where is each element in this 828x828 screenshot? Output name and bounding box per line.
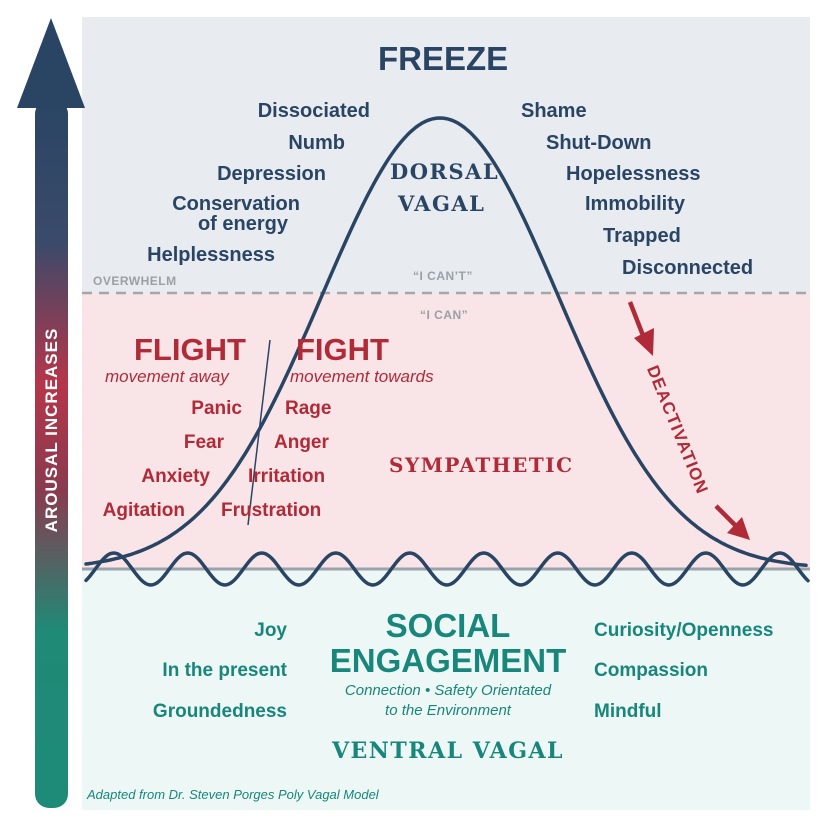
i-can-label: “I CAN” [420, 308, 469, 322]
social-title-line1: SOCIAL [385, 607, 511, 644]
flight-subtitle: movement away [105, 367, 229, 386]
arousal-label: AROUSAL INCREASES [42, 327, 61, 533]
overwhelm-label: OVERWHELM [93, 274, 177, 288]
ventral-right-mindful: Mindful [594, 701, 662, 722]
fight-item-anger: Anger [274, 432, 329, 453]
fight-title: FIGHT [296, 332, 389, 367]
flight-item-agitation: Agitation [102, 500, 185, 521]
ventral-zone [82, 569, 810, 810]
dorsal-label-line1: DORSAL [390, 159, 500, 184]
flight-item-anxiety: Anxiety [141, 466, 210, 487]
ventral-right-compassion: Compassion [594, 660, 709, 681]
ventral-left-present: In the present [162, 660, 287, 681]
freeze-zone [82, 17, 810, 293]
i-cant-label: “I CAN’T” [413, 269, 473, 283]
freeze-left-numb: Numb [288, 132, 345, 154]
social-title-line2: ENGAGEMENT [329, 642, 567, 679]
social-subtitle-line2: to the Environment [385, 702, 511, 719]
freeze-left-energy: of energy [197, 213, 288, 235]
fight-item-frustration: Frustration [221, 500, 322, 521]
fight-item-rage: Rage [285, 398, 332, 419]
flight-fight-divider [247, 339, 271, 526]
credit-text: Adapted from Dr. Steven Porges Poly Vaga… [87, 787, 379, 802]
freeze-right-trapped: Trapped [603, 225, 681, 247]
arousal-curve [84, 116, 808, 568]
deactivation-arrow-top [627, 301, 654, 356]
ventral-wave [84, 551, 810, 587]
ventral-left-groundedness: Groundedness [152, 701, 287, 722]
fight-subtitle: movement towards [290, 367, 434, 386]
freeze-title: FREEZE [378, 40, 509, 77]
ventral-right-curiosity: Curiosity/Openness [594, 620, 774, 641]
flight-item-fear: Fear [183, 432, 224, 453]
freeze-left-dissociated: Dissociated [257, 100, 370, 122]
social-subtitle-line1: Connection • Safety Orientated [344, 682, 552, 699]
freeze-right-shutdown: Shut-Down [546, 132, 652, 154]
freeze-left-conservation: Conservation [172, 193, 300, 215]
freeze-right-shame: Shame [521, 100, 587, 122]
freeze-left-helplessness: Helplessness [147, 244, 275, 266]
deactivation-arrow-bottom [714, 504, 750, 540]
fight-item-irritation: Irritation [248, 466, 326, 487]
dorsal-label-line2: VAGAL [398, 191, 486, 216]
sympathetic-zone [82, 293, 810, 569]
ventral-left-joy: Joy [254, 620, 287, 641]
freeze-left-depression: Depression [217, 163, 326, 185]
freeze-right-hopelessness: Hopelessness [566, 163, 701, 185]
sympathetic-label: SYMPATHETIC [389, 453, 574, 477]
freeze-right-disconnected: Disconnected [622, 257, 754, 279]
arousal-arrow [17, 18, 85, 808]
flight-title: FLIGHT [134, 332, 246, 367]
freeze-right-immobility: Immobility [585, 193, 686, 215]
ventral-vagal-label: VENTRAL VAGAL [331, 738, 565, 764]
flight-item-panic: Panic [191, 398, 242, 419]
